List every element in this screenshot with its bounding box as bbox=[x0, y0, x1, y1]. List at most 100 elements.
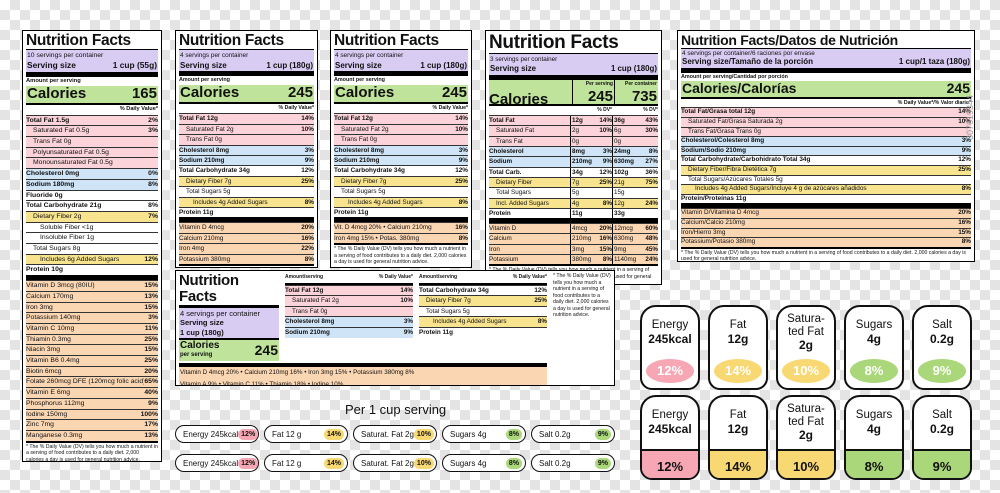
daily-value: 8% bbox=[537, 318, 547, 326]
daily-value: 12% bbox=[301, 167, 314, 175]
badge-amount: 2g bbox=[798, 338, 813, 353]
nutrient-name: Vitamin D bbox=[489, 225, 517, 233]
nutrient-name: Includes 6g Added Sugars bbox=[40, 255, 120, 263]
nutrient-name: Includes 4g Added Sugars bbox=[193, 198, 268, 206]
footnote: * The % Daily Value (DV) tells you how m… bbox=[553, 273, 611, 318]
badge-name: Fat bbox=[729, 319, 747, 332]
nutrient-name: Sodium bbox=[489, 158, 513, 166]
nutrient-row: Includes 4g Added Sugars/Incluye 4 g de … bbox=[681, 184, 971, 194]
badge-amount: 12g bbox=[727, 421, 749, 436]
nutrient-name: Total Fat 12g bbox=[179, 115, 218, 123]
amount: 36g bbox=[612, 116, 642, 126]
daily-value: 8% bbox=[458, 234, 468, 242]
badge-name: Satura-ted Fat bbox=[787, 402, 825, 429]
pill-name: Sugars 4g bbox=[450, 458, 487, 468]
daily-value: 30% bbox=[645, 127, 658, 135]
nutrient-name: Insoluble Fiber 1g bbox=[40, 234, 95, 242]
nutrient-row: Cholesterol 8mg 3% 24mg 8% bbox=[489, 146, 658, 157]
nutrient-row: Saturated Fat 0.5g 3% bbox=[26, 125, 158, 136]
calories-row: Calories 165 bbox=[26, 86, 158, 103]
badge-top: Fat 12g bbox=[710, 397, 766, 449]
nutrient-row: Fluoride 0g bbox=[26, 189, 158, 201]
daily-value: 9% bbox=[458, 157, 468, 165]
daily-value: 25% bbox=[301, 177, 314, 185]
amount: 630mg bbox=[612, 157, 642, 167]
nutrient-row: Total Sugars/Azúcares Totales 5g bbox=[681, 174, 971, 185]
daily-value: 12% bbox=[455, 167, 468, 175]
serving-size-label: Serving size bbox=[490, 64, 537, 74]
dv-label: % Daily Value*/% Valor diario* bbox=[897, 99, 971, 106]
daily-value: 40% bbox=[144, 389, 158, 397]
amount: 7g bbox=[570, 177, 598, 188]
nutrient-name: Incl. Added Sugars bbox=[496, 199, 549, 207]
amount: 12mcg bbox=[612, 224, 642, 234]
nutrient-row: Cholesterol 0mg 0% bbox=[26, 168, 158, 179]
nutrient-name: Trans Fat 0g bbox=[341, 136, 377, 144]
rule bbox=[26, 275, 158, 281]
amount: 0g bbox=[612, 136, 642, 147]
pill-name: Fat 12 g bbox=[272, 458, 302, 468]
amount: 1140mg bbox=[612, 254, 642, 265]
nutrient-row: Sodium 210mg 9% bbox=[179, 155, 314, 166]
nutrient-row: Total Fat 12g 14% bbox=[285, 284, 413, 296]
nutrient-row: Sodium/Sodio 210mg 9% bbox=[681, 145, 971, 156]
nutrient-name: Phosphorus 112mg bbox=[26, 399, 85, 407]
nutrient-name: Soluble Fiber <1g bbox=[40, 223, 94, 231]
daily-value: 9% bbox=[148, 399, 158, 407]
nutrition-label: Nutrition Facts 4 servings per container S… bbox=[175, 270, 615, 386]
daily-value: 3% bbox=[458, 146, 468, 154]
nutrient-row: Total Sugars 5g 15g bbox=[489, 187, 658, 198]
nutrient-name: Cholesterol 0mg bbox=[26, 170, 80, 178]
dv-label: % Daily Value* bbox=[278, 104, 314, 111]
nutrient-name: Dietary Fiber 7g bbox=[426, 297, 471, 305]
daily-value: 12% bbox=[599, 168, 612, 176]
nutrient-row: Zinc 7mg 17% bbox=[26, 419, 158, 430]
dv-label: % DV* bbox=[597, 106, 612, 113]
nutrient-row: Includes 4g Added Sugars 8% bbox=[419, 316, 547, 327]
nutrient-badge: Salt 0.2g 9% bbox=[912, 395, 972, 480]
dv-header: % DV* % DV* bbox=[489, 106, 658, 115]
nutrient-name: Calcium 170mg bbox=[26, 292, 74, 300]
nutrient-pill: Sugars 4g 8% bbox=[442, 454, 526, 472]
nutrient-name: Saturated Fat 2g bbox=[341, 125, 389, 133]
nutrient-column: Amount/serving % Daily Value* Total Fat 12… bbox=[285, 273, 413, 361]
daily-value: 25% bbox=[144, 357, 158, 365]
nutrient-pill: Saturat. Fat 2g 10% bbox=[353, 454, 437, 472]
nutrition-label: Nutrition Facts 4 servings per container S… bbox=[330, 30, 472, 268]
nutrient-column: Amount/serving % Daily Value* Total Carboh… bbox=[419, 273, 547, 361]
daily-value: 3% bbox=[148, 314, 158, 322]
serving-size: Serving size/Tamaño de la porción 1 cup/1… bbox=[682, 58, 970, 67]
daily-value: 12% bbox=[958, 156, 971, 164]
daily-value: 12% bbox=[534, 286, 547, 294]
badge-percent: 9% bbox=[918, 359, 966, 383]
nutrient-row: Sodium 180mg 8% bbox=[26, 178, 158, 190]
pill-name: Salt 0.2g bbox=[539, 429, 571, 439]
calories-label: Calories bbox=[180, 340, 220, 352]
amount-label: Amount per serving bbox=[179, 77, 230, 84]
nutrient-name: Sodium 210mg bbox=[179, 157, 225, 165]
nutrient-name: Iodine 150mg bbox=[26, 410, 68, 418]
nutrient-name: Calcium/Calcio 210mg bbox=[681, 218, 745, 226]
nutrient-name: Sodium 210mg bbox=[334, 157, 380, 165]
nutrient-name: Includes 4g Added Sugars/Incluye 4 g de … bbox=[695, 185, 867, 193]
nutrient-row: Vitamin D 4mcg 20% bbox=[179, 222, 314, 233]
badge-name: Sugars bbox=[855, 409, 893, 422]
nutrient-row: Total Carbohydrate 21g 8% bbox=[26, 200, 158, 211]
pill-percent: 14% bbox=[323, 428, 344, 440]
badge-percent: 12% bbox=[646, 359, 694, 383]
daily-value: 15% bbox=[599, 245, 612, 253]
nutrient-row: Total Fat 12g 14% bbox=[334, 113, 468, 124]
daily-value: 27% bbox=[645, 158, 658, 166]
daily-value: 16% bbox=[301, 234, 314, 242]
nutrient-row: Dietary Fiber 7g 25% bbox=[179, 175, 314, 187]
nutrient-name: Calcium 210mg bbox=[179, 234, 224, 242]
pill-percent: 12% bbox=[238, 428, 259, 440]
calories-value: 245 bbox=[441, 84, 467, 102]
nutrient-name: Includes 4g Added Sugars bbox=[348, 198, 423, 206]
rule bbox=[681, 96, 971, 99]
daily-value: 20% bbox=[144, 367, 158, 375]
amount-label: Amount per serving bbox=[334, 77, 385, 84]
daily-value: 15% bbox=[958, 228, 971, 236]
watermark: 307619344 bbox=[965, 94, 975, 140]
nutrient-name: Sodium 210mg bbox=[285, 328, 330, 336]
